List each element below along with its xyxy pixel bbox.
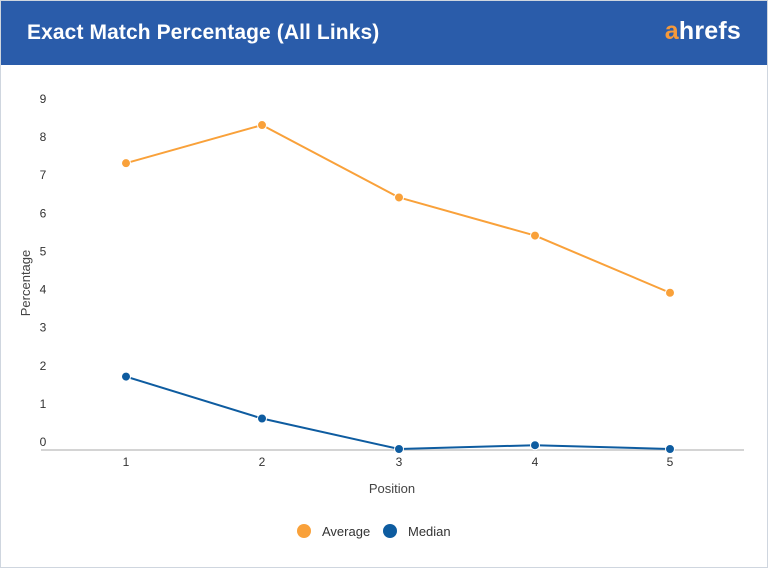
legend-marker [383,524,397,538]
series-median [121,371,675,454]
data-point [394,444,404,454]
y-tick-label: 2 [40,359,47,373]
x-tick-label: 5 [667,455,674,469]
series-layer [121,120,675,454]
series-line [125,124,671,294]
data-point [257,120,267,131]
y-tick-label: 3 [40,321,47,335]
legend-item-average: Average [297,524,370,539]
y-tick-label: 9 [40,92,47,106]
logo-text: hrefs [678,17,741,45]
x-tick-label: 1 [123,455,130,469]
y-tick-label: 1 [40,397,47,411]
data-point [121,371,131,382]
data-point [665,444,675,454]
y-tick-label: 7 [40,168,47,182]
legend-marker [297,524,311,538]
y-tick-labels: 0 1 2 3 4 5 6 7 8 9 [40,92,47,449]
x-axis-label: Position [369,481,415,496]
data-point [121,158,131,169]
series-average [121,120,675,298]
series-line [125,375,671,450]
chart-legend: Average Median [297,524,451,539]
chart-header: Exact Match Percentage (All Links) ahref… [1,1,767,65]
x-tick-labels: 1 2 3 4 5 [123,455,674,469]
x-tick-label: 3 [396,455,403,469]
legend-item-median: Median [383,524,451,539]
data-point [530,440,540,451]
y-axis-label: Percentage [18,250,33,317]
y-tick-label: 6 [40,206,47,220]
data-point [394,192,404,203]
data-point [665,287,675,298]
y-tick-label: 5 [40,244,47,258]
chart-title: Exact Match Percentage (All Links) [27,21,380,44]
ahrefs-logo: ahrefs [665,17,741,46]
data-point [530,230,540,241]
x-tick-label: 4 [532,455,539,469]
logo-accent-letter: a [664,17,679,45]
data-point [257,413,267,424]
x-tick-label: 2 [259,455,266,469]
legend-label: Average [322,524,370,539]
y-tick-label: 4 [40,283,47,297]
y-tick-label: 8 [40,130,47,144]
y-tick-label: 0 [40,435,47,449]
legend-label: Median [408,524,451,539]
